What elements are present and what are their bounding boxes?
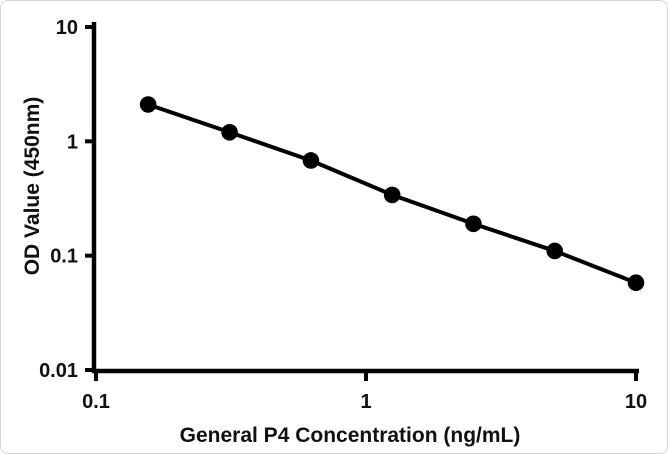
y-axis-tick-label: 0.01 [39,360,78,382]
data-point-marker [546,242,564,260]
y-axis-tick-label: 10 [56,17,78,39]
y-axis-label: OD Value (450nm) [21,97,44,276]
x-axis-tick-label: 1 [360,391,371,413]
x-axis-tick-label: 0.1 [82,391,110,413]
data-point-marker [139,96,157,113]
data-point-marker [221,123,238,141]
axis-lines [91,22,639,374]
data-point-marker [302,152,320,169]
x-axis-label: General P4 Concentration (ng/mL) [180,424,521,447]
data-point-marker [465,215,482,233]
data-point-marker [627,274,645,292]
y-axis-tick-label: 0.1 [50,246,78,268]
y-axis-tick-label: 1 [67,131,78,153]
x-axis-tick-label: 10 [625,391,647,413]
data-point-marker [383,186,401,204]
